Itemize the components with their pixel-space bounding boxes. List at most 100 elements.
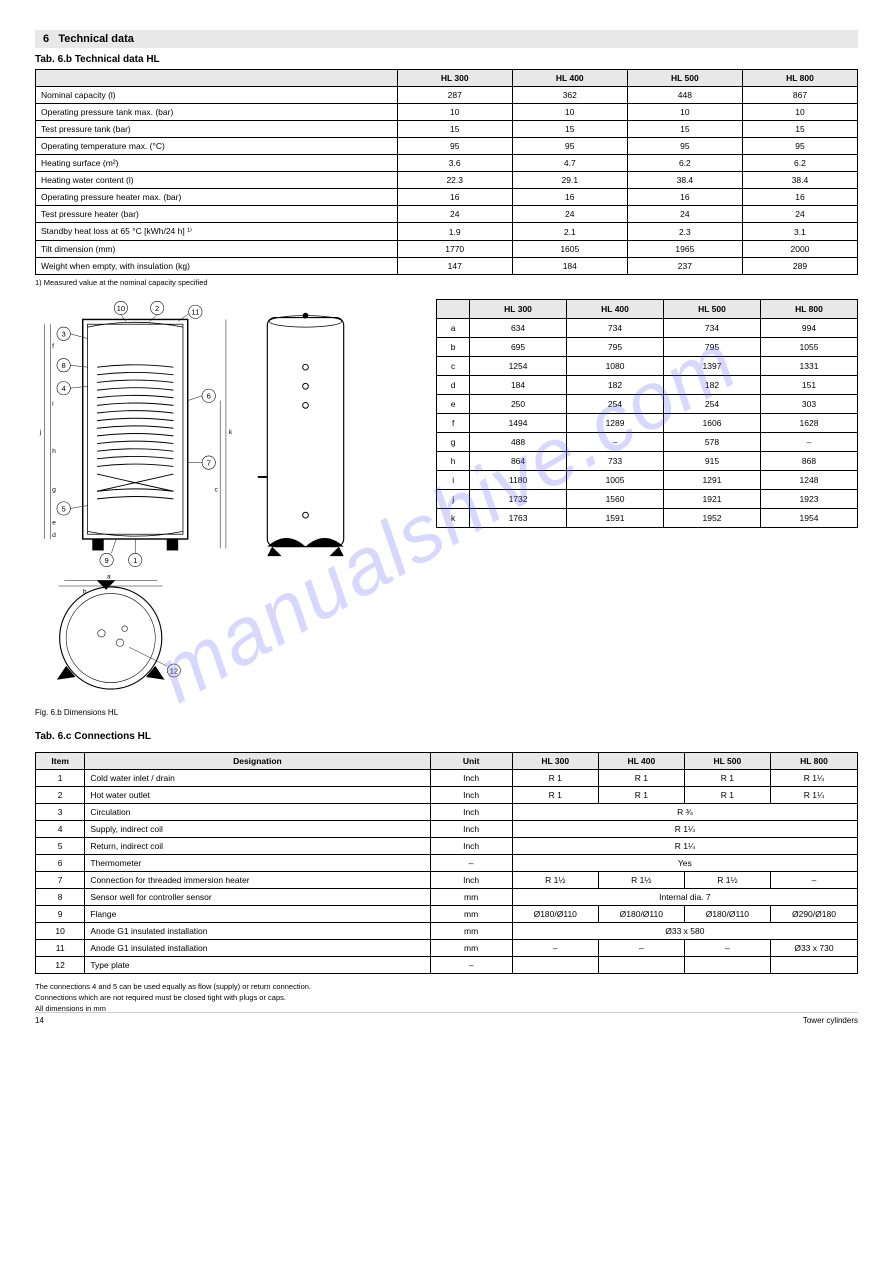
- table-cell: 7: [36, 872, 85, 889]
- svg-text:b: b: [83, 588, 87, 595]
- table-cell: Ø180/Ø110: [684, 906, 770, 923]
- table-cell: 15: [742, 121, 857, 138]
- svg-text:j: j: [39, 429, 42, 436]
- page-number: 14: [35, 1016, 44, 1025]
- table-cell: 1080: [567, 357, 664, 376]
- table-cell: Return, indirect coil: [85, 838, 430, 855]
- table-cell: R 1: [598, 770, 684, 787]
- th: HL 400: [567, 300, 664, 319]
- th: [437, 300, 470, 319]
- table-cell: 795: [664, 338, 761, 357]
- table-cell: 289: [742, 258, 857, 275]
- th: HL 300: [470, 300, 567, 319]
- table-cell: 1005: [567, 471, 664, 490]
- table-cell: 994: [761, 319, 858, 338]
- diagram-area: 10 2 11 3 8 4 6 7 5 9 1: [35, 299, 424, 717]
- svg-text:11: 11: [191, 308, 199, 317]
- svg-text:6: 6: [207, 392, 211, 401]
- tank-top-view-diagram: a b 12: [35, 573, 205, 703]
- th: HL 300: [512, 753, 598, 770]
- table-cell: 24: [627, 206, 742, 223]
- section-header: 6 Technical data: [35, 30, 858, 48]
- table-cell: 182: [664, 376, 761, 395]
- table-cell: 9: [36, 906, 85, 923]
- th: HL 400: [512, 70, 627, 87]
- svg-text:d: d: [52, 532, 56, 539]
- table-cell: 95: [627, 138, 742, 155]
- table-cell: Flange: [85, 906, 430, 923]
- table-cell: 24: [742, 206, 857, 223]
- svg-text:c: c: [214, 486, 218, 493]
- table-cell: 1606: [664, 414, 761, 433]
- table-cell: –: [512, 940, 598, 957]
- footnote: Connections which are not required must …: [35, 993, 858, 1002]
- table-cell: 3: [36, 804, 85, 821]
- table-cell: 29.1: [512, 172, 627, 189]
- th: HL 400: [598, 753, 684, 770]
- table-cell: [512, 957, 598, 974]
- th: HL 300: [397, 70, 512, 87]
- table-cell: 1605: [512, 241, 627, 258]
- table-cell: R 1¼: [770, 770, 857, 787]
- table-cell: 3.1: [742, 223, 857, 241]
- table-cell: 2000: [742, 241, 857, 258]
- table-cell: 24: [397, 206, 512, 223]
- table-cell: k: [437, 509, 470, 528]
- th: HL 800: [742, 70, 857, 87]
- table-cell: 795: [567, 338, 664, 357]
- svg-text:3: 3: [62, 330, 66, 339]
- table-cell: Circulation: [85, 804, 430, 821]
- table-cell: 22.3: [397, 172, 512, 189]
- table-cell: –: [684, 940, 770, 957]
- table-cell: 15: [627, 121, 742, 138]
- table-cell: R ¾: [512, 804, 857, 821]
- table-cell: 2.3: [627, 223, 742, 241]
- table-cell: Weight when empty, with insulation (kg): [36, 258, 398, 275]
- connections-table: Item Designation Unit HL 300 HL 400 HL 5…: [35, 752, 858, 974]
- table-cell: R 1: [684, 787, 770, 804]
- table-cell: 1248: [761, 471, 858, 490]
- table-cell: Hot water outlet: [85, 787, 430, 804]
- svg-text:5: 5: [62, 504, 66, 513]
- table-cell: 362: [512, 87, 627, 104]
- th: HL 800: [770, 753, 857, 770]
- table-cell: Test pressure heater (bar): [36, 206, 398, 223]
- table-cell: Inch: [430, 872, 512, 889]
- table-cell: 1921: [664, 490, 761, 509]
- table-cell: 10: [627, 104, 742, 121]
- table-cell: –: [761, 433, 858, 452]
- table-cell: 10: [36, 923, 85, 940]
- table1-title: Tab. 6.b Technical data HL: [35, 54, 858, 65]
- table-cell: 16: [397, 189, 512, 206]
- table-cell: e: [437, 395, 470, 414]
- diagram-caption: Fig. 6.b Dimensions HL: [35, 708, 424, 717]
- table-cell: 16: [512, 189, 627, 206]
- table-cell: Ø33 x 580: [512, 923, 857, 940]
- table-cell: –: [567, 433, 664, 452]
- table-cell: Inch: [430, 804, 512, 821]
- table-cell: Connection for threaded immersion heater: [85, 872, 430, 889]
- table-cell: Thermometer: [85, 855, 430, 872]
- table-cell: mm: [430, 906, 512, 923]
- table-cell: 1055: [761, 338, 858, 357]
- tank-external-diagram: [253, 299, 358, 569]
- table-cell: Internal dia. 7: [512, 889, 857, 906]
- table-cell: R 1: [512, 787, 598, 804]
- table-cell: Inch: [430, 770, 512, 787]
- table-cell: 287: [397, 87, 512, 104]
- table-cell: R 1¼: [512, 821, 857, 838]
- table-cell: 868: [761, 452, 858, 471]
- table-cell: 15: [512, 121, 627, 138]
- table-cell: 1494: [470, 414, 567, 433]
- svg-text:12: 12: [170, 666, 178, 675]
- table-cell: 10: [512, 104, 627, 121]
- table-cell: 1952: [664, 509, 761, 528]
- table-cell: 1560: [567, 490, 664, 509]
- table-cell: 6: [36, 855, 85, 872]
- table-cell: 4.7: [512, 155, 627, 172]
- svg-text:1: 1: [133, 556, 137, 565]
- table-cell: 1254: [470, 357, 567, 376]
- table1-footnote: 1) Measured value at the nominal capacit…: [35, 278, 858, 287]
- table-cell: Inch: [430, 838, 512, 855]
- section-number: 6: [43, 33, 49, 45]
